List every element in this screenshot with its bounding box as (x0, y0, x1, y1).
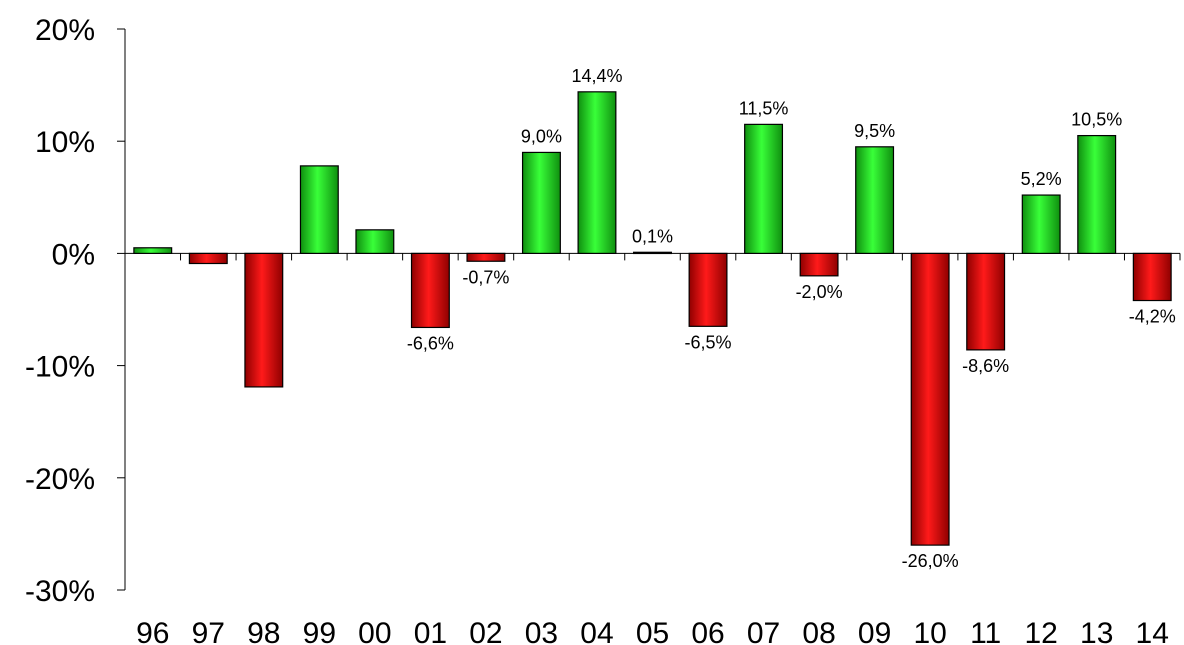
bar-07 (744, 123, 784, 255)
data-labels: -6,6% -0,7% 9,0% 14,4% 0,1% -6,5% 11,5% -2,0% 9,… (407, 66, 1176, 571)
bar-13 (1077, 134, 1117, 254)
bar-14 (1132, 252, 1172, 302)
bar-08 (799, 252, 839, 277)
data-label: -6,5% (685, 332, 732, 352)
x-tick-label: 13 (1080, 617, 1113, 645)
y-tick-label: 10% (35, 126, 95, 159)
x-tick-label: 02 (469, 617, 502, 645)
bar-00 (355, 229, 395, 254)
bar-04 (577, 91, 617, 254)
y-tick-label: 20% (35, 14, 95, 47)
bar-99 (299, 165, 339, 255)
data-label: 0,1% (632, 226, 673, 246)
x-tick-label: 97 (192, 617, 225, 645)
x-tick-label: 96 (136, 617, 169, 645)
x-tick-label: 12 (1024, 617, 1057, 645)
bar-97 (188, 252, 228, 265)
data-label: 5,2% (1021, 169, 1062, 189)
bar-98 (244, 252, 284, 388)
data-label: 10,5% (1071, 110, 1122, 130)
y-axis: 20% 10% 0% -10% -20% -30% (25, 14, 126, 608)
x-tick-label: 05 (636, 617, 669, 645)
x-tick-label: 11 (970, 617, 1001, 645)
data-label: -4,2% (1129, 307, 1176, 327)
data-label: -26,0% (902, 551, 959, 571)
data-label: -2,0% (796, 282, 843, 302)
y-tick-label: -20% (25, 463, 95, 496)
x-tick-label: 09 (858, 617, 891, 645)
y-tick-label: 0% (52, 238, 95, 271)
bars (133, 91, 1172, 546)
x-axis: 96 97 98 99 00 01 02 03 04 05 06 07 08 09 10 11 12 13 14 (124, 252, 1181, 645)
x-tick-label: 99 (303, 617, 336, 645)
data-label: -0,7% (462, 267, 509, 287)
x-tick-label: 98 (247, 617, 280, 645)
bar-05 (633, 251, 672, 255)
x-tick-label: 08 (802, 617, 835, 645)
x-tick-label: 03 (525, 617, 558, 645)
data-label: -8,6% (962, 356, 1009, 376)
bar-96 (133, 247, 173, 254)
data-label: 9,5% (854, 121, 895, 141)
bar-10 (910, 252, 950, 546)
bar-09 (855, 146, 895, 254)
bar-12 (1021, 194, 1061, 255)
x-tick-label: 01 (414, 617, 447, 645)
bar-03 (521, 151, 561, 255)
data-label: -6,6% (407, 333, 454, 353)
y-tick-label: -30% (25, 575, 95, 608)
x-tick-label: 07 (747, 617, 780, 645)
x-tick-label: 04 (580, 617, 613, 645)
x-tick-label: 06 (691, 617, 724, 645)
data-label: 9,0% (521, 126, 562, 146)
x-tick-label: 10 (913, 617, 946, 645)
bar-11 (966, 252, 1006, 351)
bar-06 (688, 252, 728, 327)
bar-01 (410, 252, 450, 329)
bar-02 (466, 252, 506, 262)
x-tick-label: 00 (358, 617, 391, 645)
data-label: 14,4% (571, 66, 622, 86)
y-tick-label: -10% (25, 351, 95, 384)
data-label: 11,5% (739, 98, 789, 118)
x-tick-label: 14 (1136, 617, 1169, 645)
